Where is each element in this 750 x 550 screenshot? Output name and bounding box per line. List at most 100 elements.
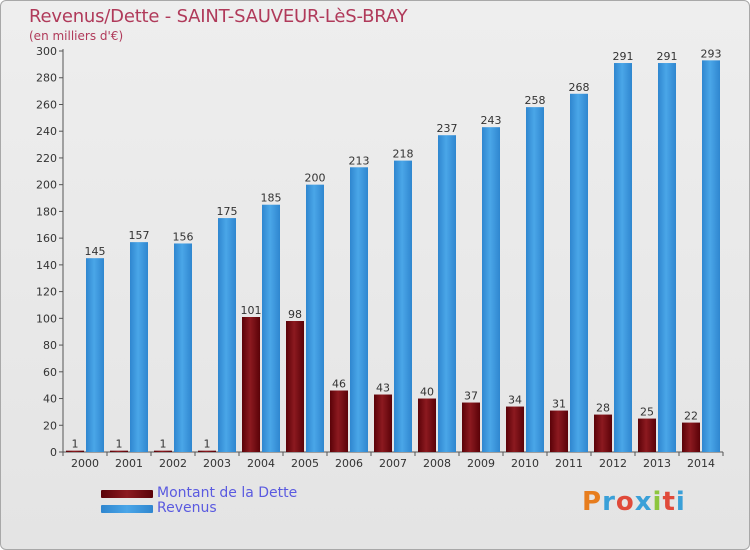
bar-revenus: [570, 93, 588, 453]
bar-dette: [594, 414, 612, 452]
chart-subtitle: (en milliers d'€): [29, 29, 124, 43]
data-label-dette: 1: [116, 438, 123, 451]
y-tick-label: 20: [43, 419, 57, 432]
bar-dette: [198, 450, 216, 452]
bar-revenus: [306, 184, 324, 452]
bar-revenus: [526, 107, 544, 452]
x-tick-label: 2006: [335, 457, 363, 470]
y-tick-label: 60: [43, 366, 57, 379]
logo-letter: P: [582, 487, 603, 517]
bars: [66, 60, 720, 453]
bar-dette: [462, 402, 480, 452]
data-label-dette: 46: [332, 378, 346, 391]
data-label-revenus: 218: [393, 148, 414, 161]
bar-dette: [550, 410, 568, 452]
y-tick-label: 120: [36, 286, 57, 299]
data-label-revenus: 175: [217, 205, 238, 218]
y-tick-label: 260: [36, 98, 57, 111]
y-tick-label: 180: [36, 205, 57, 218]
data-label-dette: 1: [204, 438, 211, 451]
data-label-revenus: 156: [173, 230, 194, 243]
legend-label-revenus: Revenus: [157, 500, 217, 516]
bar-dette: [66, 450, 84, 452]
legend-swatch-revenus: [101, 505, 153, 513]
bar-dette: [110, 450, 128, 452]
bar-dette: [418, 398, 436, 452]
data-label-revenus: 268: [569, 81, 590, 94]
x-tick-label: 2007: [379, 457, 407, 470]
y-tick-label: 240: [36, 125, 57, 138]
bar-dette: [154, 450, 172, 452]
bar-dette: [286, 321, 304, 452]
data-label-dette: 1: [160, 438, 167, 451]
x-tick-label: 2014: [687, 457, 715, 470]
axes: 0204060801001201401601802002202402602803…: [36, 45, 724, 470]
x-tick-label: 2010: [511, 457, 539, 470]
x-tick-label: 2008: [423, 457, 451, 470]
data-label-dette: 101: [241, 304, 262, 317]
data-label-dette: 1: [72, 438, 79, 451]
bar-dette: [682, 422, 700, 452]
data-label-dette: 98: [288, 308, 302, 321]
y-tick-label: 140: [36, 259, 57, 272]
data-label-dette: 43: [376, 382, 390, 395]
data-label-revenus: 258: [525, 94, 546, 107]
proxiti-logo: Proxiti: [582, 487, 686, 517]
x-tick-label: 2009: [467, 457, 495, 470]
bar-revenus: [86, 258, 104, 452]
x-tick-label: 2011: [555, 457, 583, 470]
bar-revenus: [394, 160, 412, 452]
data-label-revenus: 185: [261, 192, 282, 205]
bar-dette: [374, 394, 392, 452]
bar-dette: [506, 406, 524, 452]
data-label-revenus: 237: [437, 122, 458, 135]
bar-revenus: [658, 63, 676, 452]
x-tick-label: 2012: [599, 457, 627, 470]
y-tick-label: 40: [43, 393, 57, 406]
bar-dette: [330, 390, 348, 452]
data-label-revenus: 293: [701, 47, 722, 60]
data-label-dette: 31: [552, 398, 566, 411]
y-tick-label: 160: [36, 232, 57, 245]
logo-letter: x: [634, 487, 653, 517]
logo-letter: i: [675, 487, 686, 517]
x-tick-label: 2004: [247, 457, 275, 470]
x-tick-label: 2003: [203, 457, 231, 470]
y-tick-label: 280: [36, 72, 57, 85]
y-tick-label: 80: [43, 339, 57, 352]
y-tick-label: 0: [50, 446, 57, 459]
bar-revenus: [350, 167, 368, 453]
data-label-dette: 37: [464, 390, 478, 403]
bar-revenus: [262, 204, 280, 452]
data-label-revenus: 145: [85, 245, 106, 258]
data-label-dette: 25: [640, 406, 654, 419]
legend-swatch-dette: [101, 490, 153, 498]
data-label-dette: 40: [420, 386, 434, 399]
data-label-revenus: 157: [129, 229, 150, 242]
x-tick-label: 2001: [115, 457, 143, 470]
bar-dette: [638, 418, 656, 452]
x-tick-label: 2013: [643, 457, 671, 470]
bar-revenus: [702, 60, 720, 453]
bar-revenus: [218, 218, 236, 452]
logo-letter: i: [652, 487, 663, 517]
y-tick-label: 100: [36, 312, 57, 325]
data-label-dette: 34: [508, 394, 522, 407]
bar-revenus: [438, 135, 456, 452]
data-label-revenus: 243: [481, 114, 502, 127]
bar-revenus: [482, 127, 500, 452]
data-label-dette: 28: [596, 402, 610, 415]
bar-revenus: [614, 63, 632, 452]
data-labels: 1 145 1 157 1 156 1 175 101 185 98 200 46 213 43 218 40 2…: [72, 47, 722, 450]
data-label-revenus: 200: [305, 172, 326, 185]
x-tick-label: 2002: [159, 457, 187, 470]
logo-letter: r: [602, 487, 616, 517]
y-tick-label: 220: [36, 152, 57, 165]
y-tick-label: 300: [36, 45, 57, 58]
y-tick-label: 200: [36, 179, 57, 192]
bar-revenus: [130, 242, 148, 452]
data-label-dette: 22: [684, 410, 698, 423]
x-tick-label: 2005: [291, 457, 319, 470]
